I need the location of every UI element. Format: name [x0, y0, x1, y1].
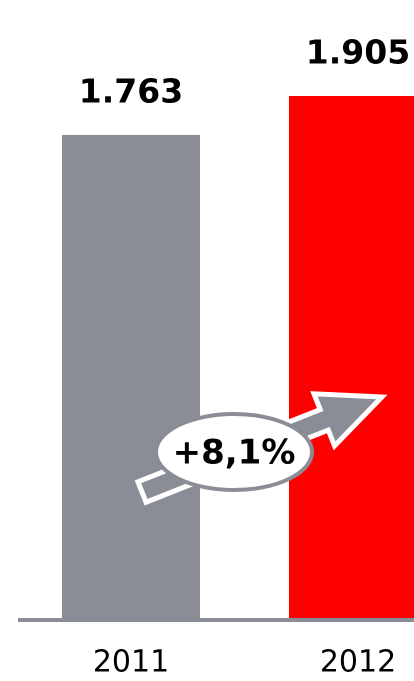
x-tick-label: 2012: [320, 645, 396, 680]
annotation-text: +8,1%: [173, 433, 296, 473]
bars: [62, 96, 414, 619]
bar: [289, 96, 414, 618]
bar: [62, 134, 200, 619]
value-label: 1.905: [306, 33, 410, 72]
value-label: 1.763: [79, 71, 183, 110]
annotation-bubble: [154, 412, 314, 492]
x-tick-label: 2011: [93, 645, 169, 680]
